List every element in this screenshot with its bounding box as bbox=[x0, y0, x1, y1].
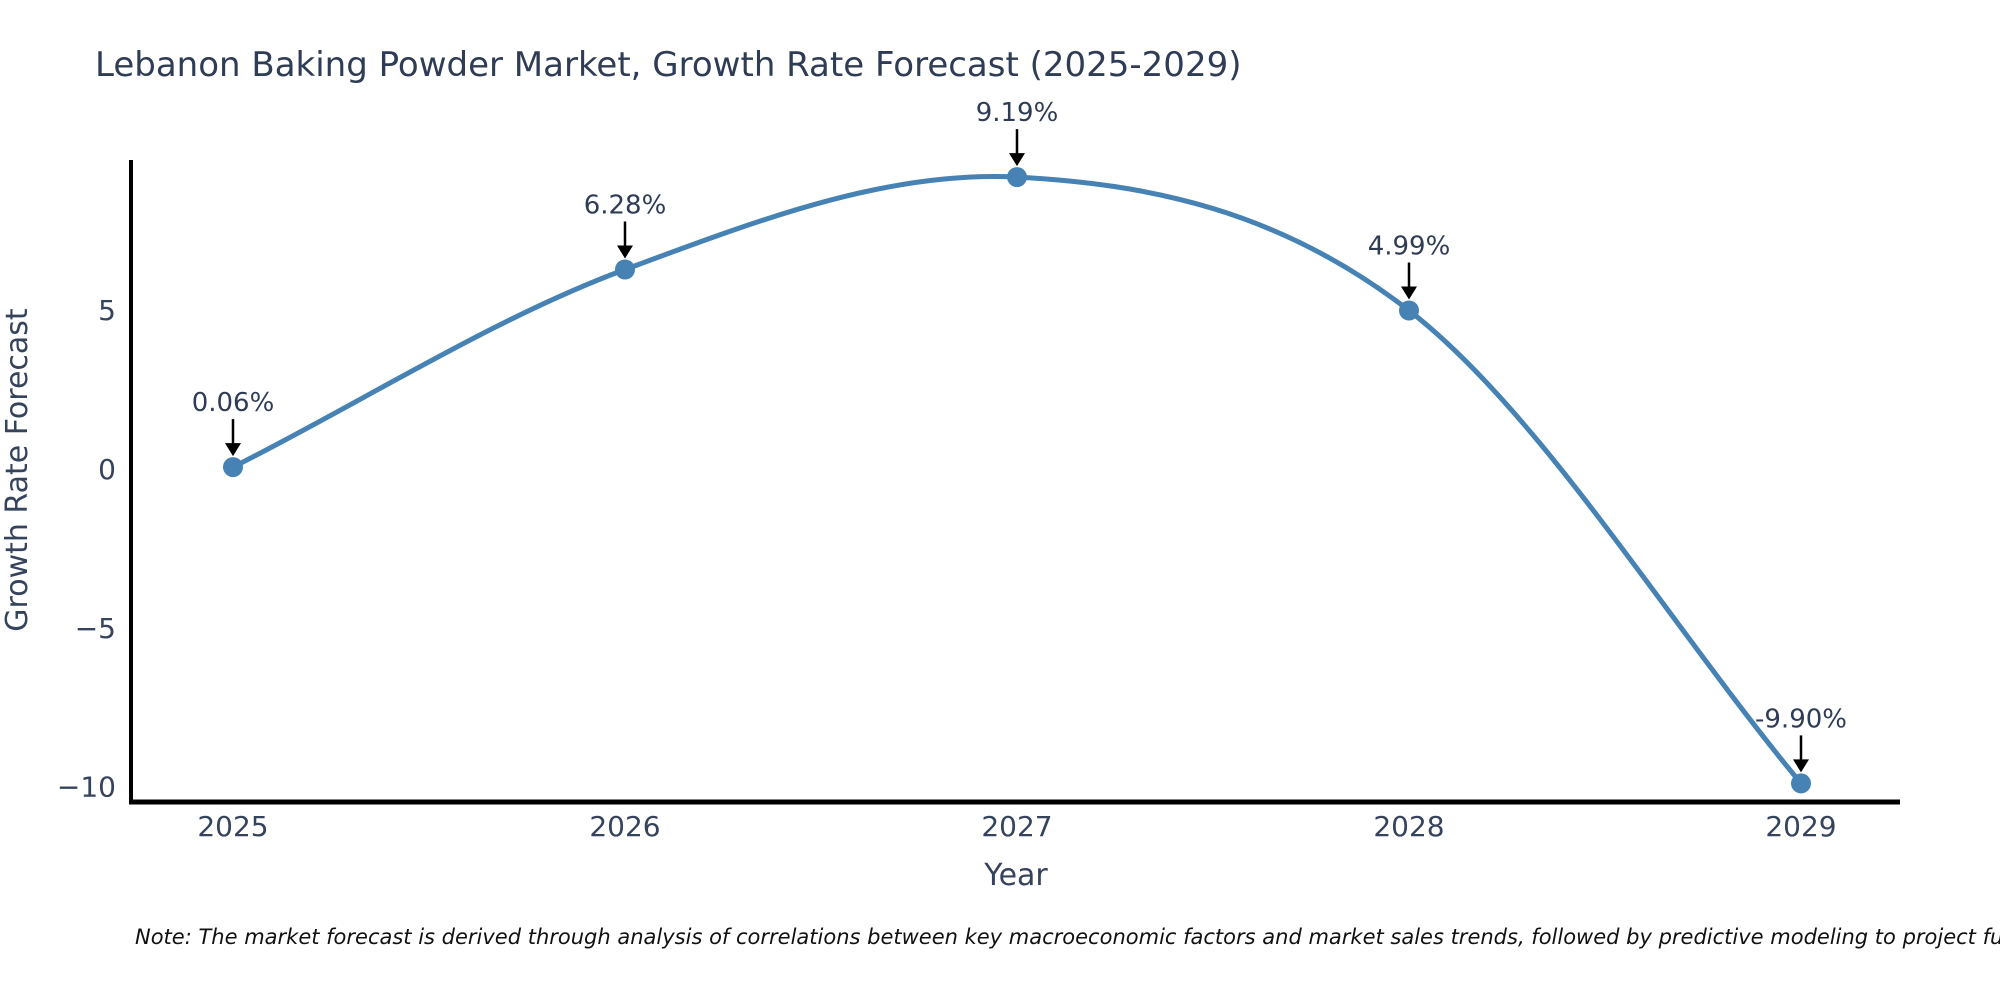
forecast-line bbox=[230, 174, 1804, 786]
plot-area: 5 0 −5 −10 2025 2026 2027 2028 2029 0.06% 6.28% 9.1… bbox=[57, 98, 1847, 843]
data-point-marker bbox=[223, 457, 243, 478]
x-axis-label: Year bbox=[983, 858, 1048, 893]
chart-title: Lebanon Baking Powder Market, Growth Rat… bbox=[95, 45, 1241, 85]
data-point-label: 0.06% bbox=[192, 388, 275, 418]
data-point-marker bbox=[615, 259, 635, 280]
data-point-marker bbox=[1791, 773, 1811, 794]
x-tick-label: 2025 bbox=[197, 810, 268, 843]
data-point-label: 4.99% bbox=[1368, 232, 1451, 262]
data-point-label: 9.19% bbox=[976, 98, 1059, 128]
annotation-arrowhead bbox=[1009, 153, 1025, 167]
data-point-marker bbox=[1399, 300, 1419, 321]
data-point-marker bbox=[1007, 167, 1027, 188]
data-point-label: 6.28% bbox=[584, 191, 667, 221]
y-tick-label: −10 bbox=[57, 771, 116, 804]
x-tick-label: 2027 bbox=[981, 810, 1052, 843]
y-tick-label: 5 bbox=[98, 294, 116, 327]
x-tick-label: 2026 bbox=[589, 810, 660, 843]
annotation-arrowhead bbox=[1793, 759, 1809, 773]
footnote: Note: The market forecast is derived thr… bbox=[135, 925, 2000, 949]
y-tick-label: 0 bbox=[98, 453, 116, 486]
y-tick-label: −5 bbox=[75, 612, 116, 645]
annotation-arrowhead bbox=[617, 245, 633, 259]
data-point-label: -9.90% bbox=[1755, 704, 1847, 734]
x-tick-label: 2028 bbox=[1373, 810, 1444, 843]
annotation-arrowhead bbox=[1401, 286, 1417, 300]
annotation-arrowhead bbox=[225, 443, 241, 457]
x-tick-label: 2029 bbox=[1765, 810, 1836, 843]
y-axis-label: Growth Rate Forecast bbox=[0, 308, 35, 632]
